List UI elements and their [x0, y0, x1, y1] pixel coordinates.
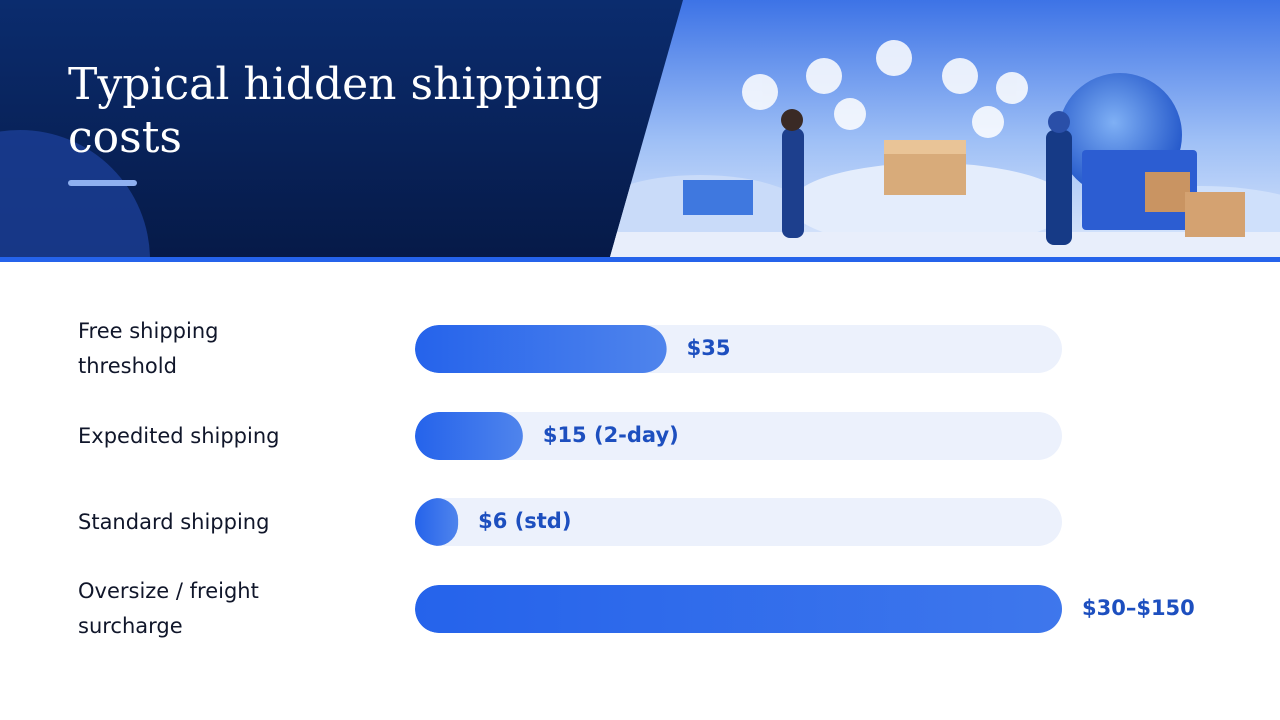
- person-head: [781, 109, 803, 131]
- person: [1046, 130, 1072, 245]
- box-top: [884, 140, 966, 154]
- truck-boxes: [1145, 172, 1190, 212]
- bar: [415, 498, 459, 546]
- value-label: $6 (std): [478, 509, 571, 533]
- cart: [683, 180, 753, 215]
- title: Typical hidden shipping costs: [68, 59, 603, 163]
- title-underline: [68, 180, 137, 186]
- boxes: [1185, 192, 1245, 237]
- illustration: [610, 0, 1280, 257]
- category-label: Free shipping threshold: [78, 319, 219, 378]
- category-label: Oversize / freight surcharge: [78, 579, 259, 638]
- header-rule: [0, 257, 1280, 262]
- bar-chart: $35 $15 (2-day) $6 (std) $30–$150: [415, 325, 1195, 633]
- bar: [415, 585, 1062, 633]
- value-label: $30–$150: [1082, 596, 1195, 620]
- bar-track: [415, 498, 1062, 546]
- value-label: $35: [687, 336, 731, 360]
- icons: [742, 40, 1028, 138]
- bar-track: [415, 412, 1062, 460]
- bar: [415, 412, 523, 460]
- category-label: Standard shipping: [78, 509, 270, 534]
- decor-circle: [0, 130, 150, 262]
- bar: [415, 325, 667, 373]
- cloud: [790, 163, 1070, 247]
- person-head: [1048, 111, 1070, 133]
- person: [782, 128, 804, 238]
- category-label: Expedited shipping: [78, 423, 280, 448]
- value-label: $15 (2-day): [543, 423, 679, 447]
- header: [0, 0, 1280, 262]
- ground: [610, 232, 1280, 257]
